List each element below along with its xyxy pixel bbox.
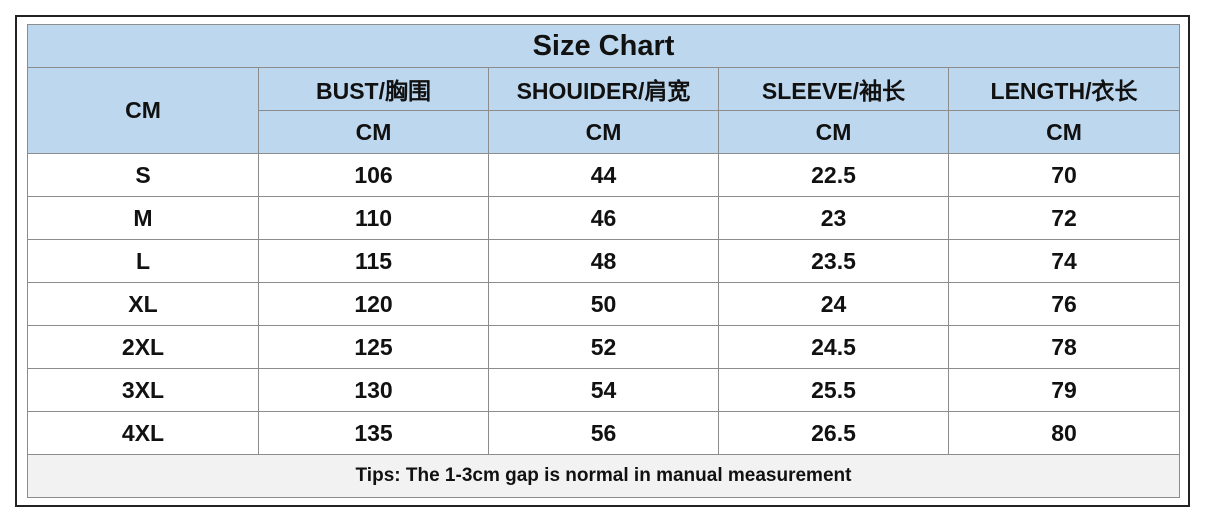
measurement: 120: [258, 282, 489, 326]
measurement: 56: [488, 411, 719, 455]
data-row: 2XL 125 52 24.5 78: [27, 325, 1181, 369]
title-row: Size Chart: [26, 24, 1181, 68]
tips: Tips: The 1-3cm gap is normal in manual …: [26, 454, 1181, 498]
measurement: 26.5: [718, 411, 949, 455]
column-header: SLEEVE/袖长: [718, 67, 949, 111]
measurement: 52: [488, 325, 719, 369]
table-body: Size Chart CM BUST/胸围 SHOUIDER/肩宽 SLEEVE/袖长 L…: [26, 24, 1181, 498]
header-row: CM BUST/胸围 SHOUIDER/肩宽 SLEEVE/袖长 LENGTH/衣长: [27, 67, 1181, 154]
measurement: 72: [947, 196, 1181, 240]
column-header: LENGTH/衣长: [947, 67, 1181, 111]
measurement: 24: [718, 282, 949, 326]
size-label: S: [27, 153, 259, 197]
measurement: 25.5: [718, 368, 949, 412]
measurement: 130: [258, 368, 489, 412]
measurement: 125: [258, 325, 489, 369]
size-label: XL: [27, 282, 259, 326]
measurement: 24.5: [718, 325, 949, 369]
measurement: 110: [258, 196, 489, 240]
measurement: 79: [947, 368, 1181, 412]
unit-label: CM: [258, 110, 489, 154]
size-label: 2XL: [27, 325, 259, 369]
measurement: 80: [947, 411, 1181, 455]
data-row: S 106 44 22.5 70: [27, 153, 1181, 197]
data-row: L 115 48 23.5 74: [27, 239, 1181, 283]
measurement: 54: [488, 368, 719, 412]
measurement: 46: [488, 196, 719, 240]
measurement: 74: [947, 239, 1181, 283]
data-row: M 110 46 23 72: [27, 196, 1181, 240]
size-label: M: [27, 196, 259, 240]
measurement: 115: [258, 239, 489, 283]
measurement: 50: [488, 282, 719, 326]
measurement: 135: [258, 411, 489, 455]
corner-label: CM: [27, 67, 259, 154]
data-row: 4XL 135 56 26.5 80: [27, 411, 1181, 455]
unit-row: CM CM CM CM: [28, 110, 1181, 154]
data-row: XL 120 50 24 76: [27, 282, 1181, 326]
measurement: 23: [718, 196, 949, 240]
size-table: Size Chart CM BUST/胸围 SHOUIDER/肩宽 SLEEVE/袖长 L…: [26, 24, 1181, 498]
unit-label: CM: [488, 110, 719, 154]
unit-label: CM: [718, 110, 949, 154]
measurement: 106: [258, 153, 489, 197]
column-header: BUST/胸围: [258, 67, 489, 111]
size-label: L: [27, 239, 259, 283]
measurement: 22.5: [718, 153, 949, 197]
measurement: 78: [947, 325, 1181, 369]
measurement: 23.5: [718, 239, 949, 283]
measurement: 70: [947, 153, 1181, 197]
measurement: 44: [488, 153, 719, 197]
size-label: 3XL: [27, 368, 259, 412]
frame: [15, 15, 1190, 507]
data-row: 3XL 130 54 25.5 79: [27, 368, 1181, 412]
unit-label: CM: [947, 110, 1181, 154]
size-label: 4XL: [27, 411, 259, 455]
measurement: 76: [947, 282, 1181, 326]
measurement: 48: [488, 239, 719, 283]
table-title: Size Chart: [26, 24, 1181, 68]
tips-row: Tips: The 1-3cm gap is normal in manual …: [26, 454, 1181, 498]
column-header: SHOUIDER/肩宽: [488, 67, 719, 111]
